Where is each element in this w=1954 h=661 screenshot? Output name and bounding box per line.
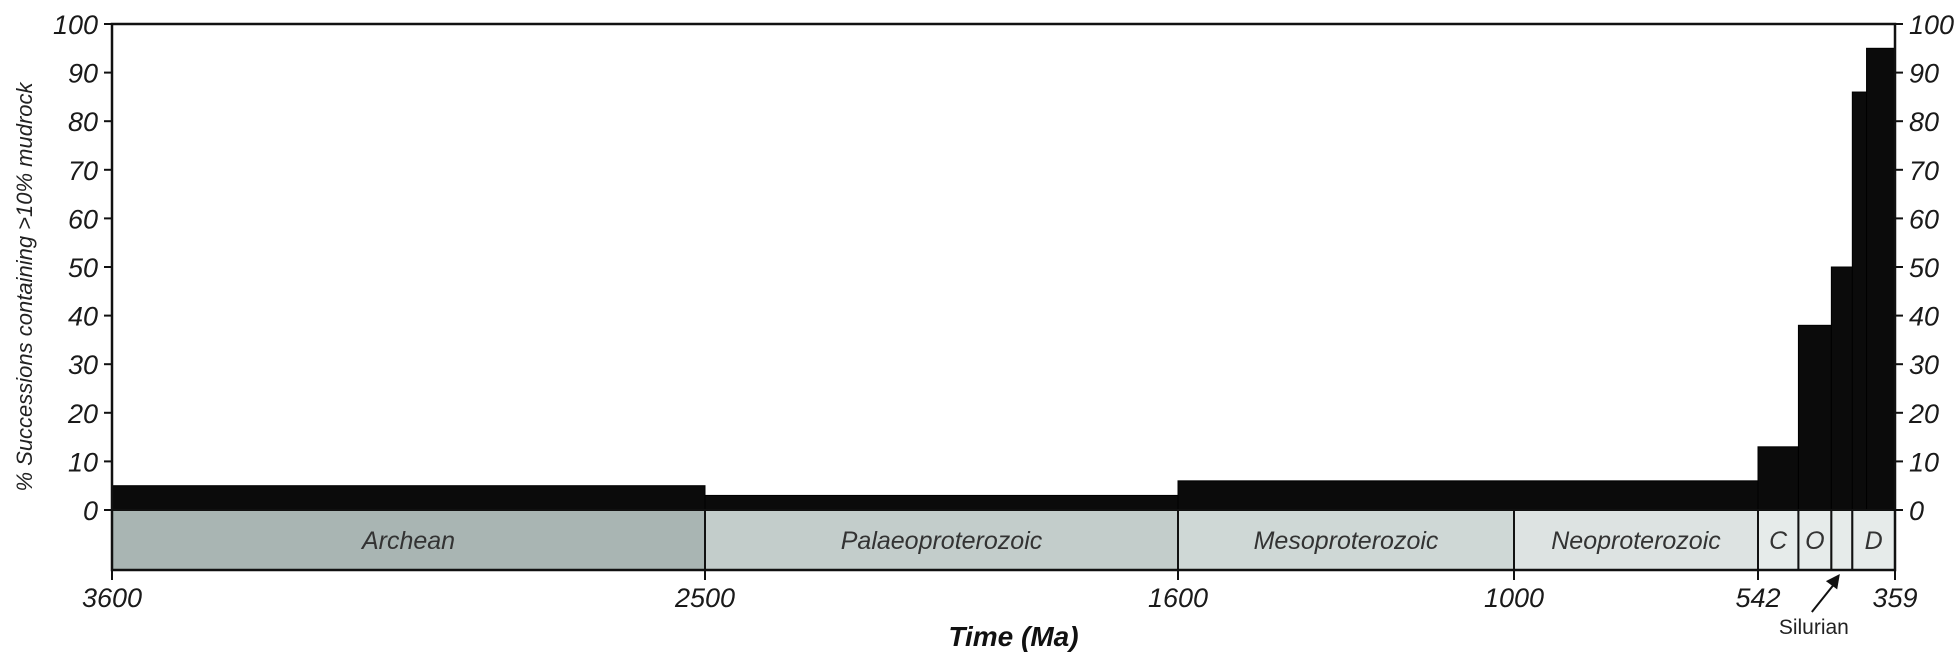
- era-label-5: O: [1805, 527, 1824, 555]
- y-tick-label-left-5: 50: [68, 253, 98, 283]
- era-label-7: D: [1865, 527, 1883, 555]
- era-box-0: [111, 509, 706, 571]
- y-axis-left: 0 10 20 30 40 50 60 70 80 90 100: [53, 10, 112, 526]
- bar-0: [111, 485, 706, 511]
- x-tick-label-5: 359: [1872, 583, 1917, 613]
- y-tick-label-right-0: 0: [1909, 496, 1924, 526]
- silurian-arrow: [1811, 581, 1837, 613]
- x-axis-title: Time (Ma): [948, 621, 1078, 652]
- silurian-annotation: Silurian: [1779, 574, 1849, 639]
- bar-3: [1757, 446, 1799, 511]
- y-tick-label-right-2: 20: [1908, 399, 1939, 429]
- y-tick-label-right-4: 40: [1909, 302, 1939, 332]
- y-tick-label-left-9: 90: [68, 59, 98, 89]
- y-tick-label-left-10: 100: [53, 10, 98, 40]
- y-tick-label-right-5: 50: [1909, 253, 1939, 283]
- x-axis: 3600 2500 1600 1000 542 359: [82, 570, 1918, 613]
- era-label-4: C: [1769, 527, 1788, 555]
- era-label-1: Palaeoproterozoic: [841, 527, 1043, 555]
- y-tick-label-left-2: 20: [67, 399, 98, 429]
- bar-4: [1797, 324, 1832, 511]
- plot-frame: [110, 22, 1897, 572]
- bar-6: [1851, 91, 1868, 511]
- era-box-1: [704, 509, 1179, 571]
- x-tick-label-2: 1600: [1148, 583, 1208, 613]
- era-label-0: Archean: [360, 527, 455, 555]
- y-tick-label-left-8: 80: [68, 107, 98, 137]
- y-tick-label-right-1: 10: [1909, 447, 1939, 477]
- y-tick-label-right-7: 70: [1909, 156, 1939, 186]
- y-tick-label-left-3: 30: [68, 350, 98, 380]
- y-tick-label-left-1: 10: [68, 447, 98, 477]
- bar-5: [1830, 266, 1853, 511]
- era-band: Archean Palaeoproterozoic Mesoproterozoic N…: [111, 509, 1897, 571]
- y-tick-label-right-9: 90: [1909, 59, 1939, 89]
- y-tick-label-right-10: 100: [1909, 10, 1954, 40]
- y-tick-label-left-7: 70: [68, 156, 98, 186]
- bar-7: [1866, 47, 1896, 511]
- y-axis-right: 0 10 20 30 40 50 60 70 80 90 100: [1895, 10, 1954, 526]
- y-tick-label-right-6: 60: [1909, 204, 1939, 234]
- era-box-6: [1830, 509, 1854, 571]
- y-tick-label-left-6: 60: [68, 204, 98, 234]
- x-tick-label-0: 3600: [82, 583, 142, 613]
- x-tick-label-4: 542: [1735, 583, 1780, 613]
- y-axis-title-group: % Successions containing >10% mudrock: [12, 81, 37, 491]
- silurian-arrow-head: [1825, 574, 1840, 590]
- era-label-3: Neoproterozoic: [1551, 527, 1721, 555]
- y-axis-title: % Successions containing >10% mudrock: [12, 81, 37, 491]
- y-tick-label-left-4: 40: [68, 302, 98, 332]
- bars-layer: [111, 47, 1896, 511]
- era-box-2: [1177, 509, 1515, 571]
- bar-1: [704, 494, 1179, 511]
- bar-2: [1177, 480, 1759, 511]
- era-label-2: Mesoproterozoic: [1254, 527, 1439, 555]
- y-tick-label-right-3: 30: [1909, 350, 1939, 380]
- x-tick-label-3: 1000: [1484, 583, 1544, 613]
- y-tick-label-right-8: 80: [1909, 107, 1939, 137]
- x-tick-label-1: 2500: [674, 583, 735, 613]
- y-tick-label-left-0: 0: [83, 496, 98, 526]
- silurian-label: Silurian: [1779, 616, 1849, 639]
